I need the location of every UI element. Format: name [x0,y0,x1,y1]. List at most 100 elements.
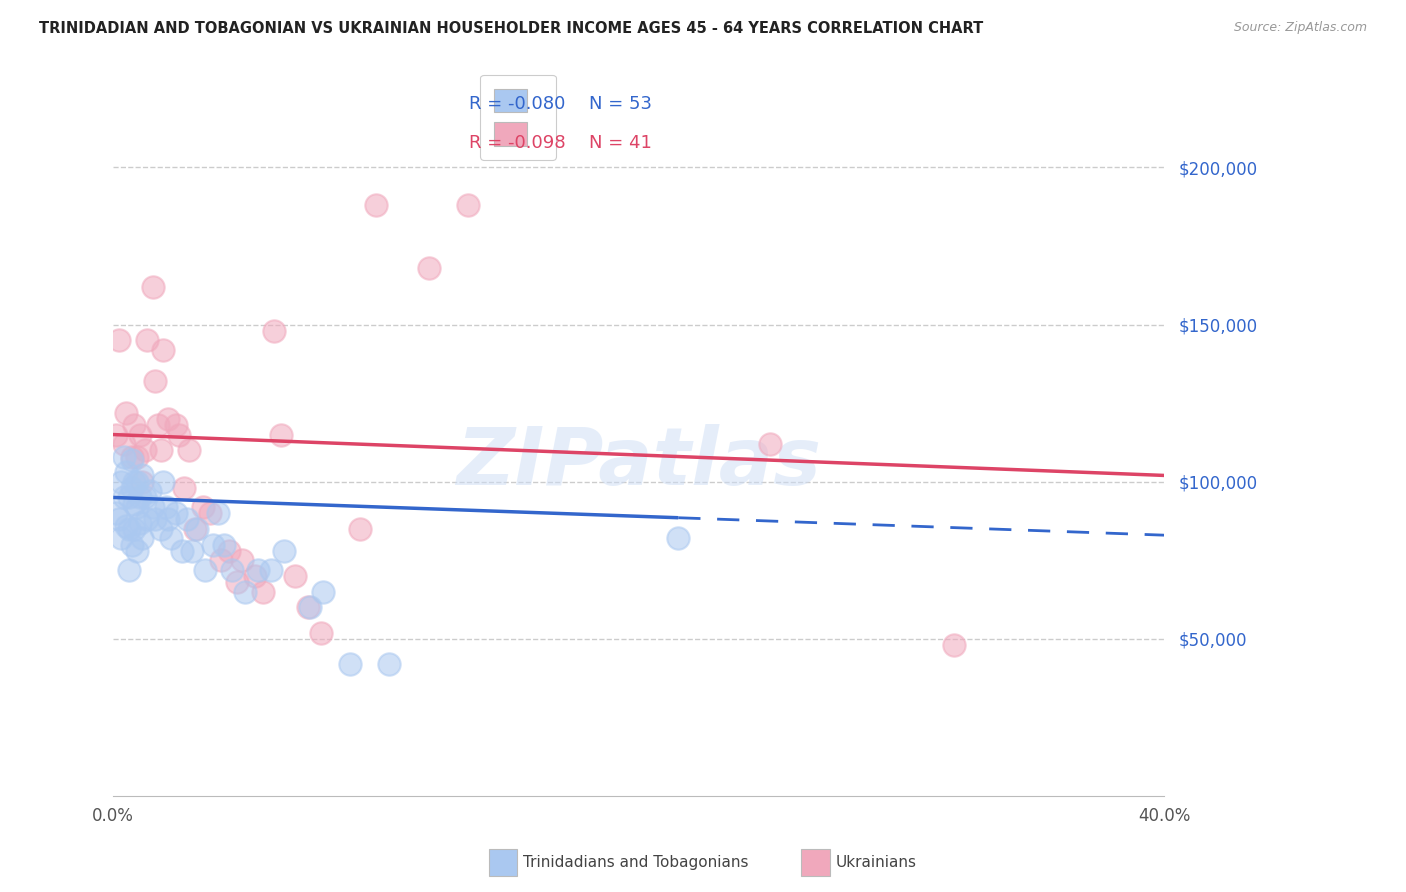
Point [273,544,295,558]
Point [260,563,283,577]
Point [152,475,174,489]
Text: R = -0.080: R = -0.080 [468,95,565,113]
Point [149,443,172,458]
Point [104,506,127,520]
Point [167,427,190,442]
Text: ZIPatlas: ZIPatlas [457,425,821,502]
Point [160,532,183,546]
Point [457,198,479,212]
Point [243,569,266,583]
Point [142,500,165,514]
Point [125,475,148,489]
Point [125,544,148,558]
Point [176,512,198,526]
Point [218,544,240,558]
Point [121,481,143,495]
Point [207,506,229,520]
Point [191,500,214,514]
Point [112,450,135,464]
Point [165,506,187,520]
Point [252,584,274,599]
Point [759,437,782,451]
Point [110,532,132,546]
Text: R = -0.098: R = -0.098 [468,134,565,153]
Point [124,522,146,536]
Point [263,324,285,338]
Text: N = 53: N = 53 [589,95,652,113]
Point [128,491,150,505]
Point [121,450,143,464]
Point [200,506,222,520]
Point [233,584,256,599]
Point [121,452,143,467]
Point [143,374,166,388]
Point [124,475,146,489]
Point [136,512,159,526]
Point [173,481,195,495]
Point [309,625,332,640]
Point [312,584,335,599]
Point [128,427,150,442]
Point [202,538,225,552]
Text: TRINIDADIAN AND TOBAGONIAN VS UKRAINIAN HOUSEHOLDER INCOME AGES 45 - 64 YEARS CO: TRINIDADIAN AND TOBAGONIAN VS UKRAINIAN … [39,21,984,37]
Point [112,491,135,505]
Point [194,563,217,577]
Point [115,518,138,533]
Point [179,443,201,458]
Point [115,465,138,479]
Point [118,491,141,505]
Point [118,522,141,536]
Point [184,522,207,536]
Point [364,198,387,212]
Point [146,418,169,433]
Point [339,657,361,672]
Legend: , : , [479,75,555,160]
Point [104,427,127,442]
Point [152,343,174,357]
Point [209,553,232,567]
Point [418,260,440,275]
Point [107,333,129,347]
Text: Source: ZipAtlas.com: Source: ZipAtlas.com [1233,21,1367,35]
Point [136,333,159,347]
Point [149,522,172,536]
Point [131,532,153,546]
Point [112,437,135,451]
Point [131,475,153,489]
Point [110,475,132,489]
Point [297,600,319,615]
Point [134,443,156,458]
Point [170,544,193,558]
Point [143,512,166,526]
Point [124,497,146,511]
Point [155,500,177,514]
Point [124,418,146,433]
Point [157,512,180,526]
Point [131,468,153,483]
Point [121,538,143,552]
Text: Trinidadians and Tobagonians: Trinidadians and Tobagonians [523,855,748,870]
Point [118,563,141,577]
Point [270,427,292,442]
Point [378,657,401,672]
Point [125,500,148,514]
Point [212,538,235,552]
Point [157,412,180,426]
Point [181,544,204,558]
Point [115,406,138,420]
Point [666,532,689,546]
Point [284,569,307,583]
Point [107,512,129,526]
Text: N = 41: N = 41 [589,134,652,153]
Point [225,575,247,590]
Point [134,491,156,505]
Point [165,418,187,433]
Point [128,516,150,530]
Point [186,522,208,536]
Point [299,600,322,615]
Point [349,522,371,536]
Point [142,280,165,294]
Text: Ukrainians: Ukrainians [835,855,917,870]
Point [139,484,162,499]
Point [231,553,253,567]
